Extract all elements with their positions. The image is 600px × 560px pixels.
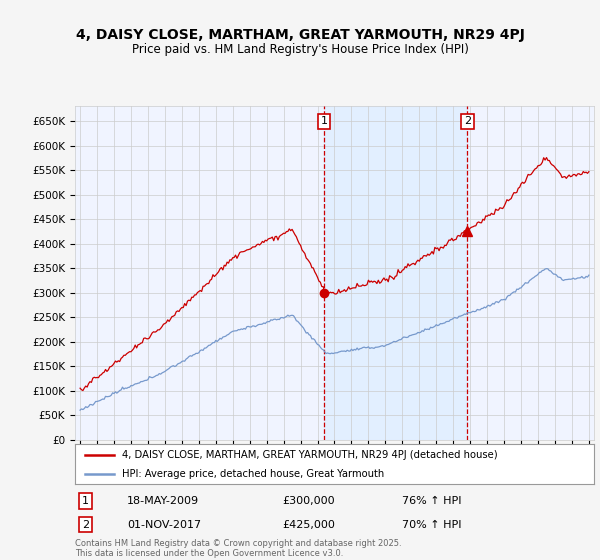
Text: Price paid vs. HM Land Registry's House Price Index (HPI): Price paid vs. HM Land Registry's House …	[131, 43, 469, 56]
Text: £300,000: £300,000	[283, 496, 335, 506]
Text: 4, DAISY CLOSE, MARTHAM, GREAT YARMOUTH, NR29 4PJ: 4, DAISY CLOSE, MARTHAM, GREAT YARMOUTH,…	[76, 28, 524, 42]
Bar	[324, 106, 467, 440]
Text: 1: 1	[82, 496, 89, 506]
Text: Contains HM Land Registry data © Crown copyright and database right 2025.
This d: Contains HM Land Registry data © Crown c…	[75, 539, 401, 558]
Text: 01-NOV-2017: 01-NOV-2017	[127, 520, 201, 530]
Text: 18-MAY-2009: 18-MAY-2009	[127, 496, 199, 506]
Text: 76% ↑ HPI: 76% ↑ HPI	[402, 496, 461, 506]
Text: HPI: Average price, detached house, Great Yarmouth: HPI: Average price, detached house, Grea…	[122, 469, 384, 479]
Text: 4, DAISY CLOSE, MARTHAM, GREAT YARMOUTH, NR29 4PJ (detached house): 4, DAISY CLOSE, MARTHAM, GREAT YARMOUTH,…	[122, 450, 497, 460]
Text: 1: 1	[320, 116, 328, 127]
Text: 2: 2	[82, 520, 89, 530]
Text: 2: 2	[464, 116, 471, 127]
Text: 70% ↑ HPI: 70% ↑ HPI	[402, 520, 461, 530]
Text: £425,000: £425,000	[283, 520, 335, 530]
